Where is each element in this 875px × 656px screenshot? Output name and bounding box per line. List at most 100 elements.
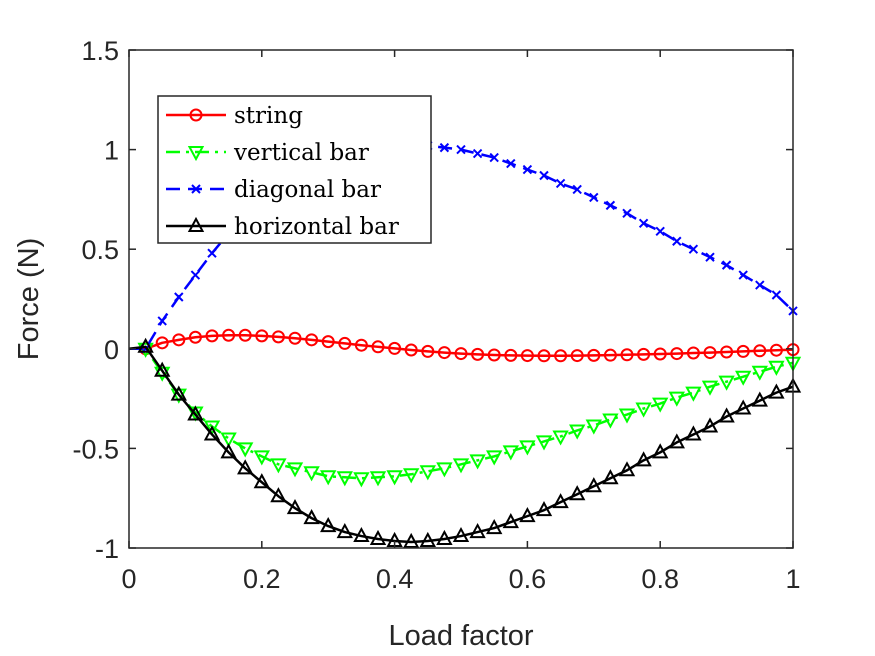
data-point-vertical-bar (552, 430, 569, 446)
data-point-horizontal-bar (635, 451, 652, 467)
data-point-vertical-bar (652, 397, 669, 413)
data-point-horizontal-bar (535, 501, 553, 517)
data-point-horizontal-bar (270, 487, 287, 503)
data-point-horizontal-bar (519, 507, 536, 523)
data-point-vertical-bar (469, 454, 486, 470)
data-point-diagonal-bar (672, 236, 682, 246)
legend-label-string: string (234, 103, 303, 129)
data-point-string (188, 330, 202, 344)
ticks-layer: 0 0.2 0.4 0.6 0.8 1 -1 -0.5 0 0.5 1 1.5 (72, 36, 800, 594)
data-point-string (670, 347, 684, 361)
data-point-diagonal-bar (522, 164, 533, 175)
data-point-vertical-bar (436, 462, 453, 478)
data-point-horizontal-bar (701, 417, 719, 433)
data-point-string (222, 328, 236, 342)
data-point-horizontal-bar (170, 385, 187, 401)
data-point-diagonal-bar (472, 148, 483, 159)
data-point-vertical-bar (519, 440, 536, 456)
axes-box (128, 49, 794, 549)
data-point-string (520, 349, 534, 363)
data-point-horizontal-bar (486, 518, 503, 535)
data-point-string (769, 343, 783, 357)
data-point-string (504, 348, 518, 362)
x-tick-label: 0 (121, 564, 136, 594)
data-point-string (354, 338, 368, 352)
data-point-horizontal-bar (469, 522, 486, 539)
data-point-diagonal-bar (439, 142, 450, 153)
data-point-string (288, 331, 302, 345)
data-point-string (703, 346, 717, 360)
data-point-horizontal-bar (585, 477, 602, 493)
data-point-horizontal-bar (369, 529, 387, 546)
data-point-vertical-bar (585, 419, 602, 435)
data-point-string (437, 346, 451, 360)
data-point-horizontal-bar (436, 529, 453, 546)
data-point-vertical-bar (419, 465, 436, 481)
data-point-vertical-bar (502, 445, 519, 461)
data-point-vertical-bar (602, 413, 619, 429)
data-point-horizontal-bar (685, 425, 702, 441)
x-tick-label: 0.6 (509, 564, 547, 594)
data-point-string (421, 344, 435, 358)
data-point-vertical-bar (369, 471, 387, 487)
data-point-vertical-bar (320, 470, 337, 486)
data-point-string (172, 333, 186, 347)
data-point-vertical-bar (303, 466, 320, 482)
y-tick-label: 1 (104, 136, 119, 166)
data-point-horizontal-bar (735, 399, 752, 415)
legend-marker-string (189, 108, 203, 122)
x-tick-label: 0.2 (243, 564, 281, 594)
data-point-string (321, 335, 335, 349)
data-point-vertical-bar (635, 402, 652, 418)
data-point-horizontal-bar (618, 461, 636, 477)
data-point-diagonal-bar (655, 226, 665, 236)
data-point-horizontal-bar (336, 522, 353, 539)
data-point-diagonal-bar (539, 170, 549, 181)
y-tick-label: 1.5 (81, 36, 119, 66)
data-point-string (736, 344, 750, 358)
data-point-string (471, 347, 485, 361)
data-point-string (570, 349, 584, 363)
x-tick-label: 0.8 (641, 564, 679, 594)
data-point-horizontal-bar (452, 526, 470, 543)
data-point-horizontal-bar (403, 532, 420, 549)
data-point-vertical-bar (220, 432, 237, 448)
data-point-string (338, 336, 352, 350)
data-point-vertical-bar (270, 458, 287, 474)
data-point-vertical-bar (486, 450, 503, 466)
data-point-diagonal-bar (572, 184, 582, 195)
data-point-horizontal-bar (552, 493, 569, 509)
data-point-diagonal-bar (622, 208, 632, 219)
data-point-string (238, 328, 252, 342)
data-point-diagonal-bar (506, 158, 516, 169)
series-vertical-bar (129, 342, 802, 488)
data-point-string (271, 330, 285, 344)
data-point-horizontal-bar (668, 433, 685, 449)
y-tick-label: -0.5 (72, 434, 119, 464)
data-point-vertical-bar (403, 468, 420, 484)
data-point-vertical-bar (768, 360, 785, 376)
data-point-vertical-bar (751, 365, 768, 381)
data-point-horizontal-bar (718, 407, 735, 423)
data-point-horizontal-bar (187, 405, 204, 421)
data-point-vertical-bar (237, 442, 254, 458)
data-point-diagonal-bar (555, 178, 566, 189)
data-point-diagonal-bar (721, 260, 732, 270)
data-point-string (720, 345, 734, 359)
data-point-string (554, 349, 568, 363)
series-line-horizontal-bar (128, 345, 794, 544)
data-point-diagonal-bar (755, 280, 765, 290)
data-point-horizontal-bar (303, 509, 320, 525)
x-axis-label: Load factor (388, 620, 533, 652)
y-tick-label: -1 (95, 534, 119, 564)
data-point-string (620, 348, 634, 362)
data-point-string (371, 340, 385, 354)
data-point-diagonal-bar (589, 192, 599, 203)
data-point-vertical-bar (535, 435, 553, 451)
data-point-vertical-bar (253, 450, 270, 466)
data-point-horizontal-bar (286, 499, 304, 515)
data-point-vertical-bar (386, 470, 403, 486)
data-point-horizontal-bar (353, 526, 370, 543)
data-point-string (637, 347, 651, 361)
legend: string vertical bar diagonal bar horizontal… (157, 95, 432, 244)
